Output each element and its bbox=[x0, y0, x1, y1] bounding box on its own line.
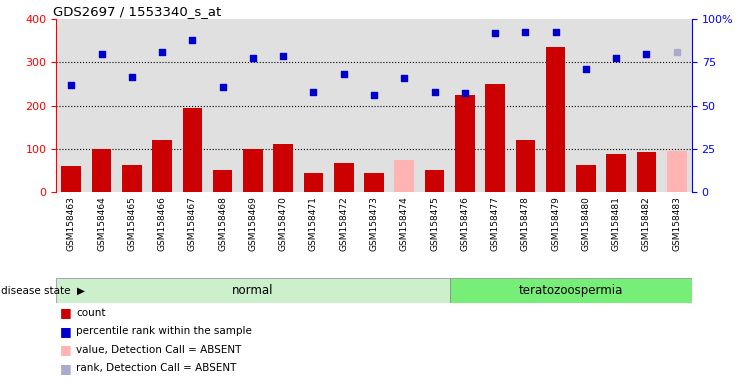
Text: GSM158463: GSM158463 bbox=[67, 196, 76, 251]
Bar bbox=[607, 154, 626, 192]
Bar bbox=[485, 84, 505, 192]
Text: GSM158481: GSM158481 bbox=[612, 196, 621, 251]
Bar bbox=[450, 278, 692, 303]
Bar bbox=[334, 163, 354, 192]
Text: GSM158474: GSM158474 bbox=[399, 196, 408, 251]
Bar bbox=[515, 140, 536, 192]
Text: ■: ■ bbox=[60, 343, 72, 356]
Point bbox=[338, 71, 350, 78]
Point bbox=[429, 89, 441, 95]
Text: count: count bbox=[76, 308, 105, 318]
Text: GDS2697 / 1553340_s_at: GDS2697 / 1553340_s_at bbox=[53, 5, 221, 18]
Text: GSM158475: GSM158475 bbox=[430, 196, 439, 251]
Text: GSM158464: GSM158464 bbox=[97, 196, 106, 251]
Bar bbox=[576, 165, 595, 192]
Text: GSM158466: GSM158466 bbox=[158, 196, 167, 251]
Point bbox=[580, 66, 592, 73]
Bar bbox=[61, 166, 81, 192]
Text: GSM158470: GSM158470 bbox=[279, 196, 288, 251]
Point bbox=[156, 48, 168, 55]
Text: normal: normal bbox=[232, 285, 274, 297]
Bar bbox=[153, 140, 172, 192]
Point bbox=[65, 82, 77, 88]
Point bbox=[671, 48, 683, 55]
Point bbox=[368, 92, 380, 98]
Bar bbox=[183, 108, 202, 192]
Bar bbox=[92, 149, 111, 192]
Point bbox=[459, 89, 470, 96]
Bar bbox=[637, 152, 656, 192]
Point bbox=[398, 74, 410, 81]
Point bbox=[519, 29, 531, 35]
Text: GSM158473: GSM158473 bbox=[370, 196, 378, 251]
Bar bbox=[425, 170, 444, 192]
Bar bbox=[364, 172, 384, 192]
Text: GSM158479: GSM158479 bbox=[551, 196, 560, 251]
Text: GSM158471: GSM158471 bbox=[309, 196, 318, 251]
Text: GSM158476: GSM158476 bbox=[460, 196, 469, 251]
Point bbox=[217, 84, 229, 91]
Text: percentile rank within the sample: percentile rank within the sample bbox=[76, 326, 252, 336]
Text: GSM158468: GSM158468 bbox=[218, 196, 227, 251]
Text: GSM158465: GSM158465 bbox=[127, 196, 136, 251]
Bar bbox=[122, 165, 141, 192]
Bar bbox=[56, 278, 450, 303]
Bar bbox=[243, 149, 263, 192]
Bar bbox=[394, 160, 414, 192]
Bar bbox=[304, 172, 323, 192]
Point bbox=[489, 30, 501, 36]
Text: ■: ■ bbox=[60, 325, 72, 338]
Text: ■: ■ bbox=[60, 362, 72, 375]
Point bbox=[610, 55, 622, 61]
Text: GSM158483: GSM158483 bbox=[672, 196, 681, 251]
Point bbox=[126, 74, 138, 80]
Bar bbox=[667, 151, 687, 192]
Point bbox=[278, 53, 289, 59]
Point bbox=[247, 55, 259, 61]
Point bbox=[307, 89, 319, 95]
Point bbox=[96, 51, 108, 57]
Bar bbox=[546, 47, 565, 192]
Point bbox=[550, 29, 562, 35]
Text: disease state  ▶: disease state ▶ bbox=[1, 286, 85, 296]
Text: GSM158467: GSM158467 bbox=[188, 196, 197, 251]
Text: value, Detection Call = ABSENT: value, Detection Call = ABSENT bbox=[76, 345, 242, 355]
Text: GSM158469: GSM158469 bbox=[248, 196, 257, 251]
Text: GSM158477: GSM158477 bbox=[491, 196, 500, 251]
Bar bbox=[212, 170, 233, 192]
Bar bbox=[273, 144, 293, 192]
Text: GSM158480: GSM158480 bbox=[581, 196, 590, 251]
Text: GSM158472: GSM158472 bbox=[340, 196, 349, 251]
Text: GSM158482: GSM158482 bbox=[642, 196, 651, 251]
Bar bbox=[455, 95, 475, 192]
Text: GSM158478: GSM158478 bbox=[521, 196, 530, 251]
Text: rank, Detection Call = ABSENT: rank, Detection Call = ABSENT bbox=[76, 363, 236, 373]
Text: teratozoospermia: teratozoospermia bbox=[518, 285, 623, 297]
Point bbox=[186, 37, 198, 43]
Point bbox=[640, 51, 652, 57]
Text: ■: ■ bbox=[60, 306, 72, 319]
